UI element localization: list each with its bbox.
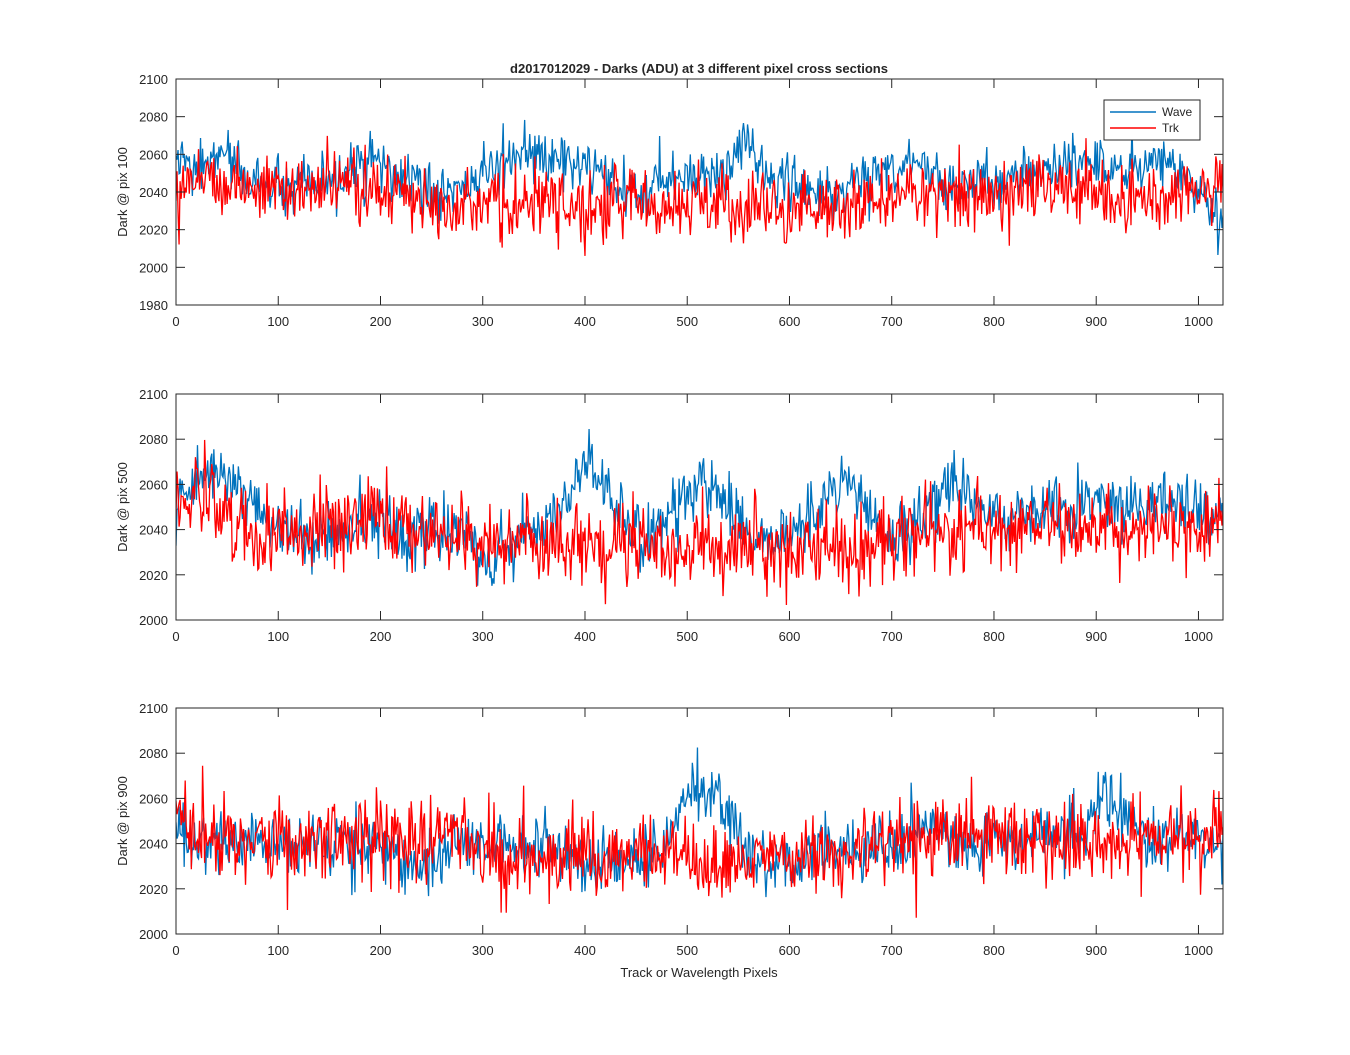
legend-box [1103, 99, 1201, 141]
y-tick-label: 2080 [139, 110, 168, 125]
x-tick-label: 900 [1085, 314, 1107, 329]
x-tick-label: 900 [1085, 629, 1107, 644]
y-tick-label: 2060 [139, 147, 168, 162]
panel-3: 0 100 200 300 400 500 600 700 800 900 1000 2000 2020… [115, 701, 1224, 958]
panel-2: 0 100 200 300 400 500 600 700 800 900 1000 2000 2020… [115, 387, 1224, 644]
y-tick-label: 2000 [139, 927, 168, 942]
x-tick-label: 0 [172, 943, 179, 958]
y-tick-label: 2020 [139, 882, 168, 897]
y-axis-label: Dark @ pix 500 [115, 462, 130, 552]
panels: 0 100 200 300 400 500 600 700 800 900 100019802000… [115, 72, 1224, 958]
y-tick-label: 2080 [139, 432, 168, 447]
x-tick-label: 1000 [1184, 314, 1213, 329]
x-tick-label: 200 [370, 314, 392, 329]
y-axis-label: Dark @ pix 900 [115, 776, 130, 866]
legend: Wave Trk [1103, 99, 1201, 141]
y-tick-label: 2020 [139, 568, 168, 583]
y-tick-label: 2040 [139, 837, 168, 852]
x-tick-label: 500 [676, 943, 698, 958]
x-tick-label: 1000 [1184, 943, 1213, 958]
y-tick-label: 2000 [139, 260, 168, 275]
y-tick-label: 2100 [139, 701, 168, 716]
x-tick-label: 800 [983, 943, 1005, 958]
axes-box [175, 393, 1224, 621]
x-tick-label: 200 [370, 629, 392, 644]
y-tick-label: 2040 [139, 523, 168, 538]
x-tick-label: 200 [370, 943, 392, 958]
x-tick-label: 600 [779, 629, 801, 644]
x-tick-label: 600 [779, 943, 801, 958]
axes-box [175, 707, 1224, 935]
series-line-trk [176, 765, 1223, 918]
x-tick-label: 1000 [1184, 629, 1213, 644]
y-tick-label: 2100 [139, 72, 168, 87]
x-tick-label: 500 [676, 314, 698, 329]
x-tick-label: 800 [983, 314, 1005, 329]
x-tick-label: 300 [472, 314, 494, 329]
legend-trk-label: Trk [1162, 121, 1180, 135]
x-tick-label: 100 [267, 943, 289, 958]
y-tick-label: 2000 [139, 613, 168, 628]
y-tick-label: 2080 [139, 746, 168, 761]
x-tick-label: 400 [574, 314, 596, 329]
x-tick-label: 300 [472, 943, 494, 958]
y-tick-label: 2020 [139, 223, 168, 238]
legend-wave-label: Wave [1162, 105, 1193, 119]
x-tick-label: 100 [267, 314, 289, 329]
x-tick-label: 0 [172, 314, 179, 329]
figure-title: d2017012029 - Darks (ADU) at 3 different… [510, 61, 888, 76]
x-tick-label: 800 [983, 629, 1005, 644]
x-tick-label: 700 [881, 943, 903, 958]
x-tick-label: 300 [472, 629, 494, 644]
y-tick-label: 2040 [139, 185, 168, 200]
x-tick-label: 500 [676, 629, 698, 644]
x-tick-label: 400 [574, 629, 596, 644]
x-tick-label: 700 [881, 629, 903, 644]
x-tick-label: 700 [881, 314, 903, 329]
x-tick-label: 400 [574, 943, 596, 958]
x-tick-label: 900 [1085, 943, 1107, 958]
y-tick-label: 2060 [139, 477, 168, 492]
series-line-trk [176, 135, 1223, 256]
x-tick-label: 0 [172, 629, 179, 644]
x-tick-label: 600 [779, 314, 801, 329]
series-line-trk [176, 439, 1223, 606]
series-line-wave [176, 429, 1223, 586]
y-tick-label: 2060 [139, 791, 168, 806]
y-axis-label: Dark @ pix 100 [115, 147, 130, 237]
x-tick-label: 100 [267, 629, 289, 644]
x-axis-label: Track or Wavelength Pixels [620, 965, 778, 980]
y-tick-label: 1980 [139, 298, 168, 313]
panel-1: 0 100 200 300 400 500 600 700 800 900 1000 1980 2000… [115, 72, 1224, 329]
y-tick-label: 2100 [139, 387, 168, 402]
